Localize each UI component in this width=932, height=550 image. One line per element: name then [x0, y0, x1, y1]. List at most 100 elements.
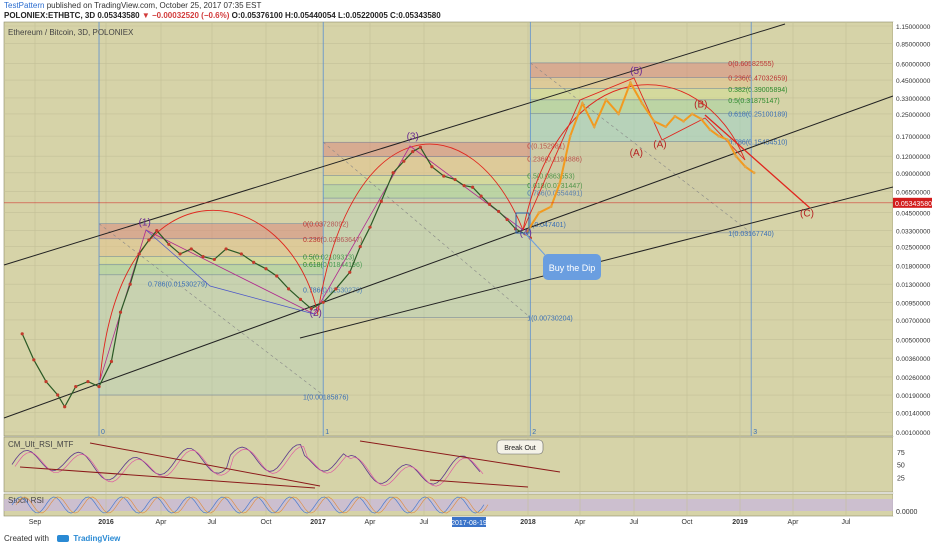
price-point: [321, 300, 325, 304]
fib-retracement-2: 0(0.152981) 0.236(0.1194886) 0.5(0.0863553…: [323, 141, 582, 322]
price-point: [201, 255, 205, 259]
fib-zone: [323, 184, 531, 199]
wave-label: (A): [653, 139, 666, 150]
current-price-axis-tag: [893, 197, 932, 208]
fib-level-label: 1(0.00185876): [303, 395, 349, 402]
rsi-line: [11, 444, 481, 485]
publish-info: published on TradingView.com, October 25…: [46, 1, 262, 10]
symbol-line: POLONIEX:ETHBTC, 3D 0.05343580 ▼ −0.0003…: [4, 11, 441, 20]
cursor-date-tag: [452, 517, 486, 527]
publisher-link[interactable]: TestPattern: [4, 1, 45, 10]
time-tick-label: Oct: [682, 519, 693, 526]
wave-label: (1): [139, 218, 151, 229]
price-tick-label: 0.04500000: [896, 211, 931, 218]
price-point: [118, 310, 123, 314]
cycle-arc-1: [99, 210, 319, 381]
wave-label: (A): [630, 148, 643, 159]
cursor-date-label: 2017-08-19: [451, 520, 487, 527]
forecast-point: [664, 125, 668, 129]
stoch-band: [4, 499, 893, 511]
cycle-arc-3: [522, 84, 746, 231]
fib-level-label: 0.5(0.0863553): [527, 173, 574, 180]
time-tick-label: Apr: [156, 519, 168, 526]
price-tick-label: 1.15000000: [896, 24, 931, 31]
projection-to-c: [704, 114, 811, 209]
time-axis: Sep 2016 Apr Jul Oct 2017 Apr Jul 2018 Apr Jul Oct 2…: [29, 519, 851, 526]
price-tick-label: 0.12000000: [896, 154, 931, 161]
price-tick-label: 0.60000000: [896, 61, 931, 68]
price-point: [334, 287, 338, 291]
price-tick-label: 0.09000000: [896, 171, 931, 178]
price-point: [20, 332, 24, 336]
channel-upper-line: [3, 23, 786, 266]
wave-label: (C): [800, 209, 814, 220]
cycle-arc-2: [317, 143, 524, 313]
fib-zone: [530, 88, 752, 100]
rsi-support-line-2: [429, 479, 529, 488]
fib-level-label: 0.618(0.0731447): [527, 183, 582, 190]
time-cycle-label: 0: [101, 429, 105, 436]
fib-level-label: 0.236(0.1194886): [527, 157, 582, 164]
price-point: [528, 236, 532, 240]
fib-retracement-1: 0(0.03728092) 0.236(0.02863647) 0.5(0.0210…: [98, 222, 362, 402]
time-tick-label: 2018: [520, 519, 536, 526]
price-tick-label: 0.85000000: [896, 41, 931, 48]
price-point: [189, 247, 193, 251]
forecast-point: [752, 171, 756, 175]
price-point: [487, 202, 492, 206]
time-tick-label: Jul: [208, 519, 217, 526]
forecast-point: [604, 98, 608, 102]
price-point: [275, 274, 279, 278]
break-out-label: Break Out: [504, 445, 536, 452]
forecast-point: [537, 211, 541, 215]
price-tick-label: 0.00500000: [896, 337, 931, 344]
rsi-tick-label: 75: [897, 450, 905, 457]
stoch-d-line: [15, 496, 489, 514]
fib-level-label: 0.236(0.02863647): [303, 237, 362, 244]
wave-label: (2): [310, 308, 322, 319]
forecast-point: [699, 117, 703, 121]
forecast-points: [524, 81, 756, 236]
time-tick-label: 2016: [98, 519, 114, 526]
price-tick-label: 0.25000000: [896, 112, 931, 119]
fib-level-label: 0.786(0.15454510): [728, 139, 787, 146]
price-point: [86, 379, 90, 384]
forecast-point: [673, 114, 677, 118]
time-cycle-label: 2: [532, 429, 536, 436]
forecast-point: [640, 102, 644, 105]
price-tick-label: 0.03300000: [896, 229, 931, 236]
price-point: [368, 225, 372, 229]
price-tick-label: 0.00190000: [896, 393, 931, 400]
price-points: [20, 145, 532, 409]
fib-zone: [99, 274, 324, 396]
fib-zone: [323, 198, 531, 318]
price-point: [287, 287, 291, 291]
symbol-label: POLONIEX:ETHBTC, 3D: [4, 11, 96, 20]
price-point: [155, 228, 159, 233]
time-tick-label: 2019: [732, 519, 748, 526]
fib-level-label: 0.236(0.47032659): [728, 76, 787, 83]
rsi-signal-line: [14, 446, 484, 487]
wave-label: (B): [694, 99, 707, 110]
forecast-point: [682, 119, 685, 123]
forecast-point: [708, 128, 712, 132]
time-tick-label: Sep: [29, 519, 42, 526]
price-tick-label: 0.45000000: [896, 78, 931, 85]
wave-connector-3: [145, 229, 315, 315]
price-point: [264, 267, 268, 271]
price-point: [479, 194, 483, 198]
price-point: [462, 184, 466, 188]
time-cycle-label: 1: [325, 429, 329, 436]
tradingview-brand[interactable]: TradingView: [73, 534, 121, 543]
price-point: [97, 384, 101, 389]
rsi-pane-background: [3, 436, 894, 493]
projection-path-a: [522, 77, 746, 231]
price-point: [442, 174, 446, 178]
price-point: [497, 209, 501, 214]
buy-the-dip-label: Buy the Dip: [549, 263, 596, 273]
time-tick-label: Apr: [575, 519, 587, 526]
stoch-k-line: [11, 496, 485, 514]
price-tick-label: 0.00100000: [896, 430, 931, 437]
